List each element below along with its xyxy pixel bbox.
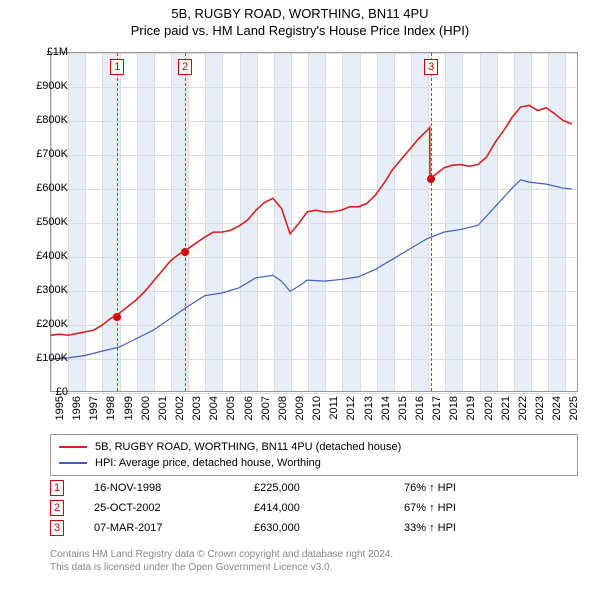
x-axis-label: 2005 xyxy=(225,396,237,436)
event-price: £225,000 xyxy=(254,482,404,494)
event-pct: 76% ↑ HPI xyxy=(404,482,524,494)
x-axis-label: 2000 xyxy=(140,396,152,436)
event-price: £414,000 xyxy=(254,502,404,514)
legend-item-hpi: HPI: Average price, detached house, Wort… xyxy=(59,455,569,471)
footer: Contains HM Land Registry data © Crown c… xyxy=(50,548,578,574)
y-axis-label: £600K xyxy=(20,182,68,194)
footer-line1: Contains HM Land Registry data © Crown c… xyxy=(50,548,578,561)
y-axis-label: £500K xyxy=(20,216,68,228)
x-axis-label: 1998 xyxy=(105,396,117,436)
x-axis-label: 2002 xyxy=(174,396,186,436)
event-date: 25-OCT-2002 xyxy=(94,502,254,514)
event-pct: 33% ↑ HPI xyxy=(404,522,524,534)
x-axis-label: 2001 xyxy=(157,396,169,436)
x-axis-label: 2010 xyxy=(311,396,323,436)
y-axis-label: £700K xyxy=(20,148,68,160)
x-axis-label: 2013 xyxy=(363,396,375,436)
event-pct: 67% ↑ HPI xyxy=(404,502,524,514)
event-date: 07-MAR-2017 xyxy=(94,522,254,534)
y-axis-label: £400K xyxy=(20,250,68,262)
events-table: 1 16-NOV-1998 £225,000 76% ↑ HPI 2 25-OC… xyxy=(50,478,578,538)
x-axis-label: 2004 xyxy=(208,396,220,436)
event-price: £630,000 xyxy=(254,522,404,534)
event-row: 3 07-MAR-2017 £630,000 33% ↑ HPI xyxy=(50,518,578,538)
x-axis-label: 1999 xyxy=(123,396,135,436)
event-row: 2 25-OCT-2002 £414,000 67% ↑ HPI xyxy=(50,498,578,518)
event-badge-2: 2 xyxy=(50,500,64,516)
x-axis-label: 2012 xyxy=(345,396,357,436)
x-axis-label: 2021 xyxy=(500,396,512,436)
x-axis-label: 2011 xyxy=(328,396,340,436)
series-hpi xyxy=(51,180,572,359)
x-axis-label: 2016 xyxy=(414,396,426,436)
event-row: 1 16-NOV-1998 £225,000 76% ↑ HPI xyxy=(50,478,578,498)
footer-line2: This data is licensed under the Open Gov… xyxy=(50,561,578,574)
y-axis-label: £100K xyxy=(20,352,68,364)
x-axis-label: 2022 xyxy=(517,396,529,436)
line-chart: 123 xyxy=(50,52,578,392)
x-axis-label: 2015 xyxy=(397,396,409,436)
x-axis-label: 1996 xyxy=(71,396,83,436)
event-badge-1: 1 xyxy=(50,480,64,496)
x-axis-label: 2023 xyxy=(534,396,546,436)
x-axis-label: 2017 xyxy=(431,396,443,436)
x-axis-label: 2019 xyxy=(465,396,477,436)
legend: 5B, RUGBY ROAD, WORTHING, BN11 4PU (deta… xyxy=(50,434,578,476)
x-axis-label: 2008 xyxy=(277,396,289,436)
x-axis-label: 1997 xyxy=(88,396,100,436)
y-axis-label: £1M xyxy=(20,46,68,58)
x-axis-label: 2025 xyxy=(568,396,580,436)
y-axis-label: £800K xyxy=(20,114,68,126)
x-axis-label: 1995 xyxy=(54,396,66,436)
y-axis-label: £200K xyxy=(20,318,68,330)
x-axis-label: 2018 xyxy=(448,396,460,436)
x-axis-label: 2006 xyxy=(243,396,255,436)
legend-item-price-paid: 5B, RUGBY ROAD, WORTHING, BN11 4PU (deta… xyxy=(59,439,569,455)
event-date: 16-NOV-1998 xyxy=(94,482,254,494)
y-axis-label: £900K xyxy=(20,80,68,92)
x-axis-label: 2009 xyxy=(294,396,306,436)
x-axis-label: 2014 xyxy=(380,396,392,436)
x-axis-label: 2020 xyxy=(483,396,495,436)
legend-label: 5B, RUGBY ROAD, WORTHING, BN11 4PU (deta… xyxy=(95,441,401,453)
legend-swatch-blue xyxy=(59,462,87,464)
chart-title-line2: Price paid vs. HM Land Registry's House … xyxy=(0,23,600,38)
y-axis-label: £300K xyxy=(20,284,68,296)
legend-label: HPI: Average price, detached house, Wort… xyxy=(95,457,321,469)
x-axis-label: 2003 xyxy=(191,396,203,436)
x-axis-label: 2007 xyxy=(260,396,272,436)
chart-title-line1: 5B, RUGBY ROAD, WORTHING, BN11 4PU xyxy=(0,6,600,21)
x-axis-label: 2024 xyxy=(551,396,563,436)
event-badge-3: 3 xyxy=(50,520,64,536)
series-price_paid xyxy=(51,105,572,335)
legend-swatch-red xyxy=(59,446,87,448)
